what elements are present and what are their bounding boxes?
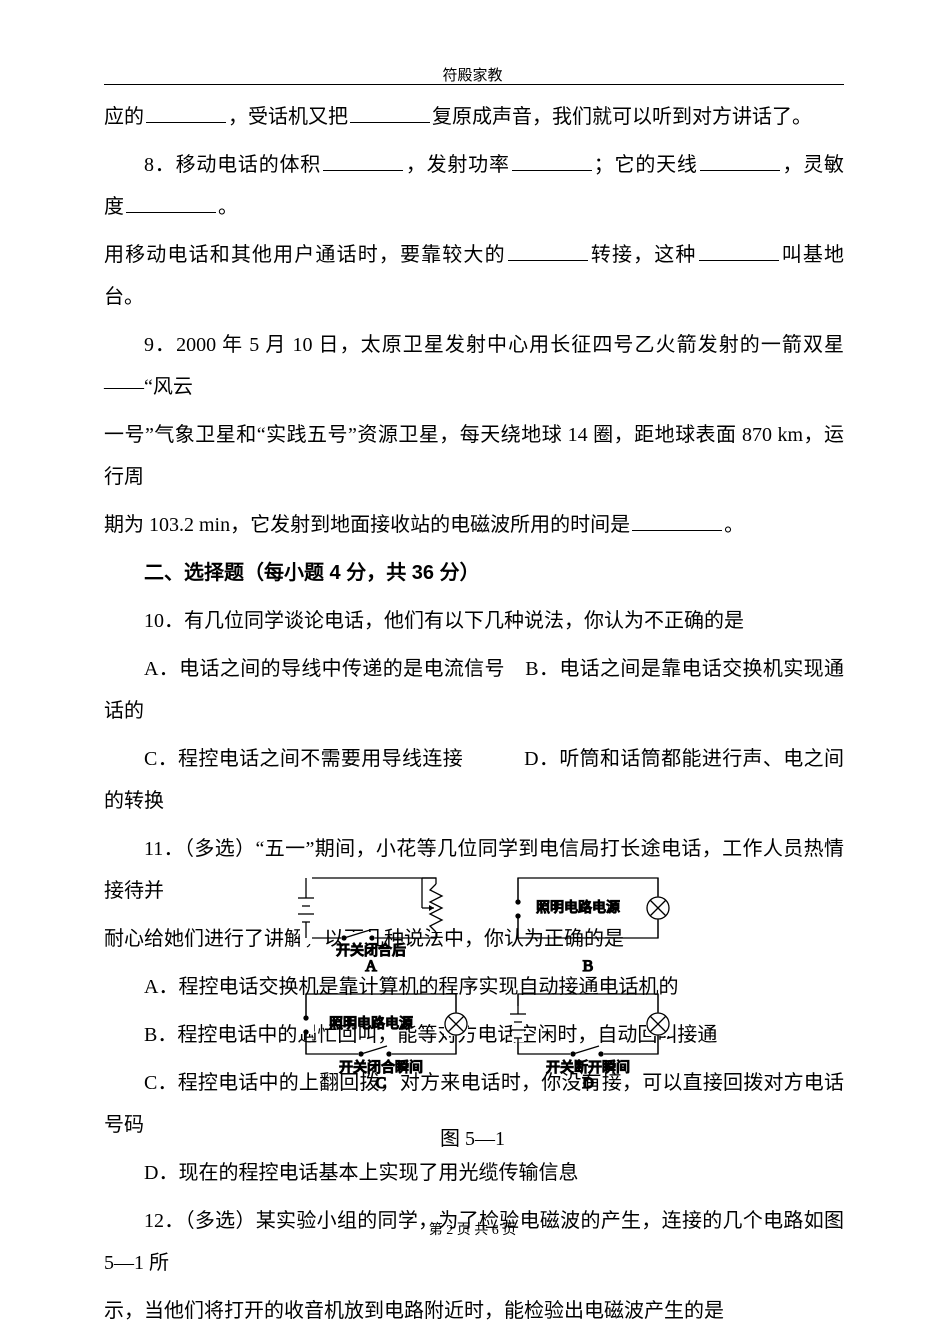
circuit-d — [510, 994, 670, 1060]
q9-line2: 一号”气象卫星和“实践五号”资源卫星，每天绕地球 14 圈，距地球表面 870 … — [104, 414, 844, 498]
circuit-d-letter: D — [582, 1075, 594, 1092]
q10-options-ab: A．电话之间的导线中传递的是电流信号 B．电话之间是靠电话交换机实现通话的 — [104, 648, 844, 732]
exam-page: 符殿家教 应的，受话机又把复原成声音，我们就可以听到对方讲话了。 8．移动电话的… — [0, 0, 945, 1337]
content-area: 应的，受话机又把复原成声音，我们就可以听到对方讲话了。 8．移动电话的体积，发射… — [104, 96, 844, 1338]
q9-line1: 9．2000 年 5 月 10 日，太原卫星发射中心用长征四号乙火箭发射的一箭双… — [104, 324, 844, 408]
circuit-c-label: 开关闭合瞬间 — [339, 1060, 423, 1076]
figure-5-1: 开关闭合后 A — [104, 866, 844, 1116]
circuit-c-source-label: 照明电路电源 — [329, 1016, 413, 1032]
circuit-a-letter: A — [365, 958, 377, 975]
q7-tail: 应的，受话机又把复原成声音，我们就可以听到对方讲话了。 — [104, 96, 844, 138]
header-rule — [104, 84, 844, 85]
q10-stem: 10．有几位同学谈论电话，他们有以下几种说法，你认为不正确的是 — [104, 600, 844, 642]
circuit-a — [298, 876, 442, 944]
q9-line3: 期为 103.2 min，它发射到地面接收站的电磁波所用的时间是。 — [104, 504, 844, 546]
q8-line2: 用移动电话和其他用户通话时，要靠较大的转接，这种叫基地台。 — [104, 234, 844, 318]
circuit-diagrams-svg: 开关闭合后 A — [286, 866, 686, 1100]
q12-stem-1: 12．（多选）某实验小组的同学，为了检验电磁波的产生，连接的几个电路如图 5—1… — [104, 1200, 844, 1284]
q8-line1: 8．移动电话的体积，发射功率；它的天线，灵敏度。 — [104, 144, 844, 228]
figure-caption: 图 5—1 — [0, 1122, 945, 1151]
q10-options-cd: C．程控电话之间不需要用导线连接 D．听筒和话筒都能进行声、电之间的转换 — [104, 738, 844, 822]
q11-option-d: D．现在的程控电话基本上实现了用光缆传输信息 — [104, 1152, 844, 1194]
circuit-a-label: 开关闭合后 — [336, 943, 406, 959]
circuit-b-source-label: 照明电路电源 — [536, 900, 620, 916]
circuit-d-label: 开关断开瞬间 — [546, 1060, 630, 1076]
q12-stem-2: 示，当他们将打开的收音机放到电路附近时，能检验出电磁波产生的是 — [104, 1290, 844, 1332]
section-2-heading: 二、选择题（每小题 4 分，共 36 分） — [104, 552, 844, 594]
page-footer: 第 2 页 共 6 页 — [0, 1219, 945, 1239]
page-header: 符殿家教 — [0, 64, 945, 85]
circuit-c-letter: C — [376, 1075, 387, 1092]
circuit-b-letter: B — [583, 958, 594, 975]
